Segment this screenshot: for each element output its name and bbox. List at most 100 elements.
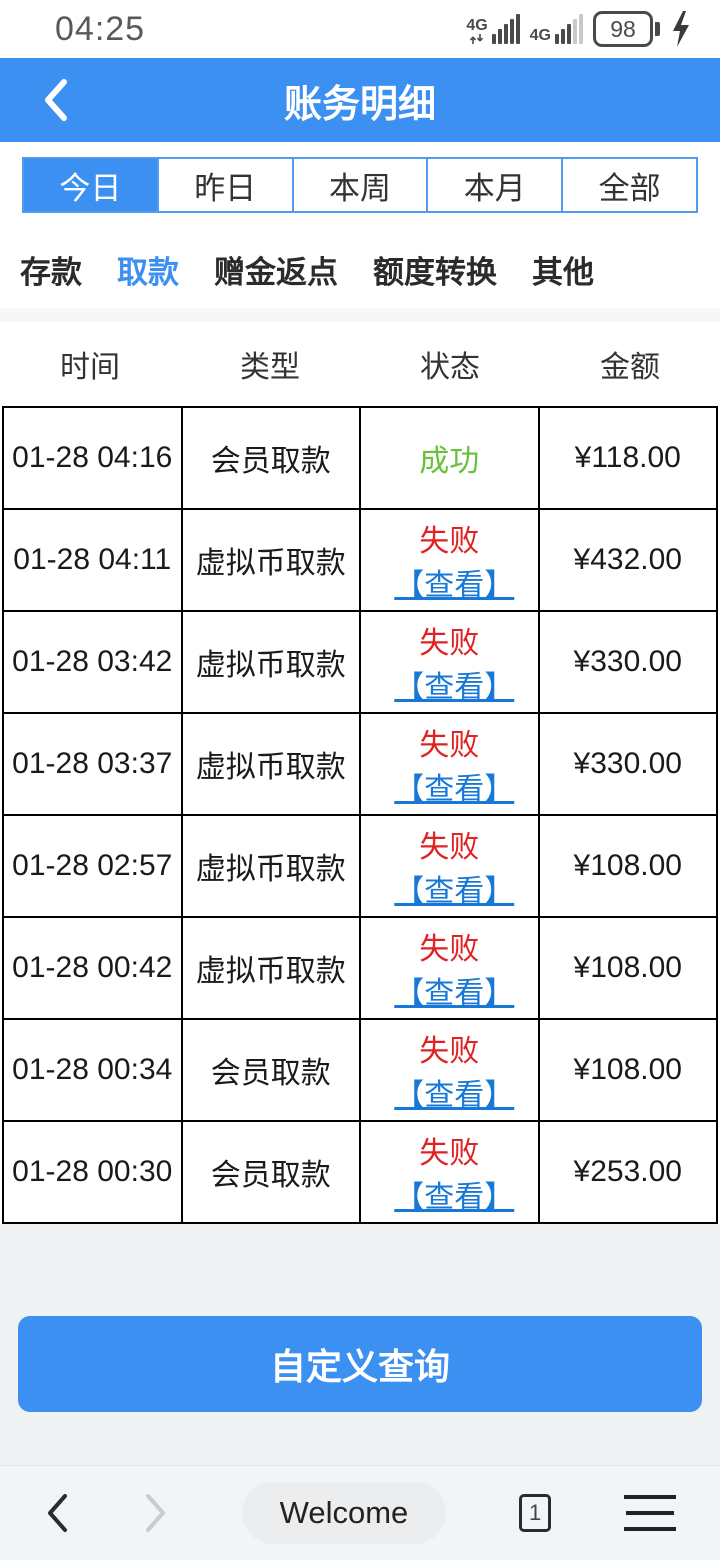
cell-type: 会员取款 (180, 1120, 361, 1224)
cell-type: 虚拟币取款 (180, 916, 361, 1020)
table-row: 01-28 03:42 虚拟币取款 失败【查看】 ¥330.00 (2, 610, 718, 714)
cell-status: 失败【查看】 (359, 916, 540, 1020)
cell-type: 会员取款 (180, 406, 361, 510)
table-row: 01-28 04:11 虚拟币取款 失败【查看】 ¥432.00 (2, 508, 718, 612)
status-icons: 4G 4G 98 (466, 10, 692, 48)
network-type-label: 4G (466, 17, 488, 34)
cell-amount: ¥108.00 (537, 1018, 718, 1122)
category-tab[interactable]: 额度转换 (373, 247, 497, 292)
section-divider (0, 308, 720, 322)
date-tab-label: 本周 (328, 170, 391, 206)
date-tab-label: 全部 (598, 170, 661, 206)
view-details-link[interactable]: 【查看】 (394, 1079, 515, 1112)
date-tab[interactable]: 今日 (24, 159, 159, 211)
table-row: 01-28 00:34 会员取款 失败【查看】 ¥108.00 (2, 1018, 718, 1122)
transactions-table: 01-28 04:16 会员取款 成功 ¥118.00 01-28 04:11 … (2, 406, 718, 1224)
category-tab-label: 额度转换 (373, 254, 497, 290)
cell-status: 失败【查看】 (359, 712, 540, 816)
cell-status: 失败【查看】 (359, 1120, 540, 1224)
table-row: 01-28 03:37 虚拟币取款 失败【查看】 ¥330.00 (2, 712, 718, 816)
category-tab[interactable]: 存款 (20, 247, 82, 292)
category-tab-label: 取款 (117, 254, 179, 290)
category-tab[interactable]: 取款 (117, 247, 179, 292)
view-details-link[interactable]: 【查看】 (394, 671, 515, 704)
custom-query-button[interactable]: 自定义查询 (18, 1316, 702, 1412)
nav-forward-button[interactable] (143, 1492, 169, 1534)
cell-amount: ¥118.00 (537, 406, 718, 510)
updown-arrows-icon (469, 34, 484, 44)
date-tab[interactable]: 本月 (428, 159, 564, 211)
signal-icon-primary: 4G (466, 14, 520, 44)
cell-type: 虚拟币取款 (180, 610, 361, 714)
cell-amount: ¥330.00 (537, 610, 718, 714)
menu-button[interactable] (623, 1495, 676, 1531)
status-text: 失败 (419, 1137, 480, 1170)
cell-type: 虚拟币取款 (180, 712, 361, 816)
cell-type: 会员取款 (180, 1018, 361, 1122)
category-tab[interactable]: 其他 (532, 247, 594, 292)
date-tab[interactable]: 全部 (563, 159, 696, 211)
view-details-link[interactable]: 【查看】 (394, 977, 515, 1010)
view-details-link[interactable]: 【查看】 (394, 569, 515, 602)
column-header-type: 类型 (240, 351, 300, 384)
category-tab[interactable]: 赠金返点 (214, 247, 338, 292)
status-text: 失败 (419, 933, 480, 966)
back-button[interactable] (30, 58, 82, 142)
cell-amount: ¥432.00 (537, 508, 718, 612)
tab-count: 1 (529, 1500, 542, 1525)
cell-amount: ¥108.00 (537, 814, 718, 918)
cell-type: 虚拟币取款 (180, 508, 361, 612)
tab-counter-button[interactable]: 1 (519, 1494, 552, 1532)
url-pill-label: Welcome (279, 1495, 409, 1530)
nav-back-button[interactable] (44, 1492, 70, 1534)
transactions-table-body: 01-28 04:16 会员取款 成功 ¥118.00 01-28 04:11 … (2, 406, 718, 1224)
category-tab-label: 其他 (532, 254, 594, 290)
date-tabs: 今日 昨日 本周 本月 全部 (22, 157, 698, 213)
view-details-link[interactable]: 【查看】 (394, 875, 515, 908)
table-row: 01-28 00:42 虚拟币取款 失败【查看】 ¥108.00 (2, 916, 718, 1020)
date-tab-label: 昨日 (194, 170, 257, 206)
nav-back-icon (48, 1494, 67, 1532)
cell-time: 01-28 04:11 (2, 508, 183, 612)
browser-nav-bar: Welcome 1 (0, 1465, 720, 1560)
network-type-label: 4G (529, 27, 551, 44)
date-tab[interactable]: 昨日 (158, 159, 294, 211)
view-details-link[interactable]: 【查看】 (394, 773, 515, 806)
date-tab-label: 今日 (59, 170, 122, 206)
status-text: 失败 (419, 1035, 480, 1068)
cell-status: 失败【查看】 (359, 1018, 540, 1122)
page-title: 账务明细 (283, 83, 436, 126)
status-text: 失败 (419, 627, 480, 660)
nav-forward-icon (145, 1494, 165, 1532)
battery-percent: 98 (610, 15, 636, 42)
column-header-amount: 金额 (600, 351, 660, 384)
status-text: 失败 (419, 525, 480, 558)
cell-amount: ¥330.00 (537, 712, 718, 816)
table-row: 01-28 04:16 会员取款 成功 ¥118.00 (2, 406, 718, 510)
cell-time: 01-28 00:30 (2, 1120, 183, 1224)
cell-time: 01-28 02:57 (2, 814, 183, 918)
date-tab-label: 本月 (463, 170, 526, 206)
cell-time: 01-28 04:16 (2, 406, 183, 510)
battery-icon: 98 (593, 11, 660, 47)
date-tab[interactable]: 本周 (293, 159, 429, 211)
cell-status: 成功 (359, 406, 540, 510)
category-tabs: 存款 取款 赠金返点 额度转换 其他 (20, 247, 700, 291)
cell-time: 01-28 00:34 (2, 1018, 183, 1122)
clock: 04:25 (55, 9, 146, 48)
charging-icon (673, 11, 689, 47)
app-header: 账务明细 (0, 58, 720, 142)
table-row: 01-28 02:57 虚拟币取款 失败【查看】 ¥108.00 (2, 814, 718, 918)
table-header-row: 时间 类型 状态 金额 (0, 322, 720, 406)
url-pill[interactable]: Welcome (241, 1482, 447, 1544)
cell-time: 01-28 03:37 (2, 712, 183, 816)
table-row: 01-28 00:30 会员取款 失败【查看】 ¥253.00 (2, 1120, 718, 1224)
cell-time: 01-28 03:42 (2, 610, 183, 714)
category-tab-label: 存款 (20, 254, 82, 290)
cell-status: 失败【查看】 (359, 610, 540, 714)
cell-amount: ¥108.00 (537, 916, 718, 1020)
category-tab-label: 赠金返点 (214, 254, 338, 290)
view-details-link[interactable]: 【查看】 (394, 1181, 515, 1214)
cell-amount: ¥253.00 (537, 1120, 718, 1224)
status-text: 成功 (419, 445, 480, 478)
